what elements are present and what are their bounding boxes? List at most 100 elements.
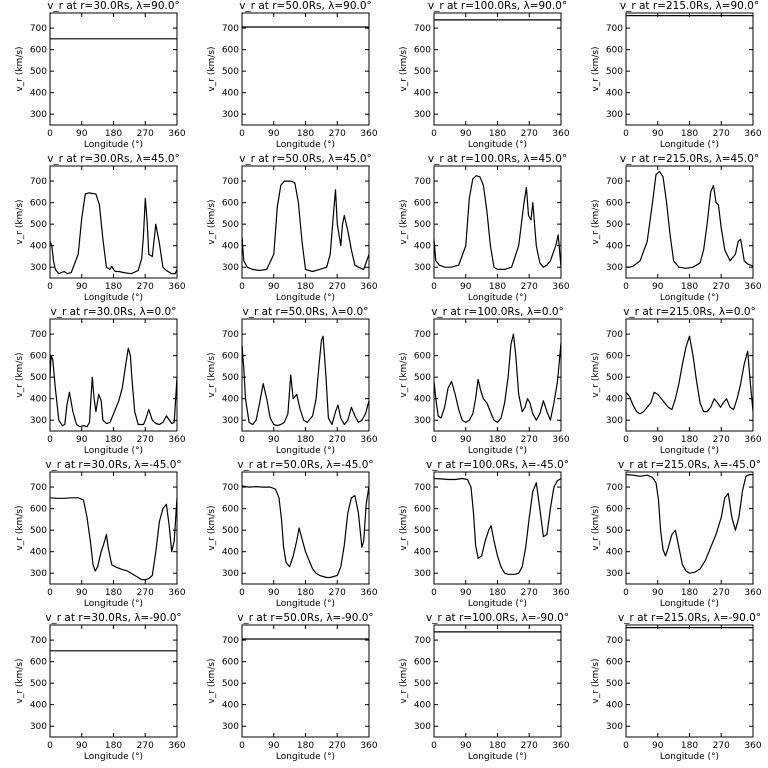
y-tick-label: 400 <box>606 548 623 558</box>
plot-frame <box>433 318 562 432</box>
x-tick-label: 360 <box>168 282 185 292</box>
x-tick-label: 360 <box>744 282 761 292</box>
plot-frame <box>241 12 370 126</box>
y-tick-label: 400 <box>222 242 239 252</box>
subplot-title: v_r at r=215.0Rs, λ=90.0° <box>620 0 759 12</box>
subplot: v_r at r=30.0Rs, λ=90.0° 300 400 500 600 700 0… <box>15 0 186 150</box>
x-tick-label: 270 <box>521 741 538 751</box>
x-axis-label: Longitude (°) <box>660 140 719 150</box>
y-tick-label: 500 <box>606 373 623 383</box>
subplot: v_r at r=50.0Rs, λ=45.0° 300 400 500 600 700 0… <box>207 153 378 303</box>
x-tick-label: 0 <box>239 129 245 139</box>
x-axis-label: Longitude (°) <box>276 446 335 456</box>
subplot-title: v_r at r=50.0Rs, λ=-90.0° <box>237 612 373 624</box>
y-tick-label: 400 <box>414 242 431 252</box>
y-tick-label: 300 <box>606 416 623 426</box>
y-tick-label: 500 <box>222 679 239 689</box>
plot-frame <box>433 165 562 279</box>
y-tick-label: 400 <box>606 89 623 99</box>
subplot: v_r at r=100.0Rs, λ=-90.0° 300 400 500 600 70… <box>399 612 570 762</box>
y-tick-label: 300 <box>30 722 47 732</box>
x-tick-label: 180 <box>681 435 698 445</box>
x-tick-label: 360 <box>552 588 569 598</box>
y-axis-label: v_r (km/s) <box>591 505 601 550</box>
y-tick-label: 600 <box>30 505 47 515</box>
y-tick-label: 700 <box>30 330 47 340</box>
x-tick-label: 90 <box>460 129 472 139</box>
plot-frame <box>625 624 754 738</box>
y-axis-label: v_r (km/s) <box>207 46 217 91</box>
plot-frame <box>241 624 370 738</box>
x-tick-label: 360 <box>552 129 569 139</box>
y-tick-label: 300 <box>30 263 47 273</box>
x-tick-label: 0 <box>47 435 53 445</box>
y-tick-label: 300 <box>222 569 239 579</box>
x-tick-label: 270 <box>713 588 730 598</box>
x-tick-label: 360 <box>168 588 185 598</box>
x-tick-label: 90 <box>460 435 472 445</box>
y-tick-label: 400 <box>30 701 47 711</box>
x-tick-label: 180 <box>297 741 314 751</box>
x-tick-label: 90 <box>652 588 664 598</box>
series-line <box>50 497 177 581</box>
y-tick-label: 700 <box>222 636 239 646</box>
x-tick-label: 90 <box>76 435 88 445</box>
y-tick-label: 300 <box>414 569 431 579</box>
x-tick-label: 180 <box>105 129 122 139</box>
y-axis-label: v_r (km/s) <box>15 505 25 550</box>
x-tick-label: 0 <box>47 741 53 751</box>
y-tick-label: 300 <box>414 263 431 273</box>
x-tick-label: 0 <box>431 588 437 598</box>
subplot-title: v_r at r=100.0Rs, λ=-90.0° <box>426 612 569 624</box>
y-tick-label: 700 <box>414 177 431 187</box>
subplot: v_r at r=30.0Rs, λ=-45.0° 300 400 500 600 700… <box>15 459 186 609</box>
y-tick-label: 500 <box>606 679 623 689</box>
y-tick-label: 700 <box>606 483 623 493</box>
y-tick-label: 600 <box>222 505 239 515</box>
y-tick-label: 400 <box>222 89 239 99</box>
y-tick-label: 400 <box>414 89 431 99</box>
x-axis-label: Longitude (°) <box>468 752 527 762</box>
x-axis-label: Longitude (°) <box>276 599 335 609</box>
x-tick-label: 270 <box>329 588 346 598</box>
y-axis-label: v_r (km/s) <box>591 46 601 91</box>
subplot: v_r at r=215.0Rs, λ=-90.0° 300 400 500 600 70… <box>591 612 762 762</box>
plot-frame <box>433 12 562 126</box>
y-tick-label: 600 <box>414 352 431 362</box>
series-line <box>434 333 561 423</box>
x-tick-label: 0 <box>623 588 629 598</box>
y-tick-label: 600 <box>30 199 47 209</box>
subplot-title: v_r at r=30.0Rs, λ=-45.0° <box>45 459 181 471</box>
x-tick-label: 90 <box>652 435 664 445</box>
plot-frame <box>625 12 754 126</box>
plot-frame <box>241 471 370 585</box>
x-tick-label: 180 <box>489 282 506 292</box>
x-axis-label: Longitude (°) <box>660 446 719 456</box>
x-axis-label: Longitude (°) <box>84 446 143 456</box>
y-tick-label: 300 <box>606 110 623 120</box>
y-axis-label: v_r (km/s) <box>207 658 217 703</box>
x-axis-label: Longitude (°) <box>468 140 527 150</box>
subplot-title: v_r at r=30.0Rs, λ=0.0° <box>51 306 177 318</box>
x-tick-label: 270 <box>521 435 538 445</box>
subplot: v_r at r=50.0Rs, λ=0.0° 300 400 500 600 700 0 9… <box>207 306 378 456</box>
x-tick-label: 180 <box>489 741 506 751</box>
y-tick-label: 600 <box>606 199 623 209</box>
subplot-title: v_r at r=50.0Rs, λ=0.0° <box>243 306 369 318</box>
x-tick-label: 360 <box>360 129 377 139</box>
y-tick-label: 300 <box>414 722 431 732</box>
subplot: v_r at r=100.0Rs, λ=0.0° 300 400 500 600 700 0… <box>399 306 570 456</box>
plot-frame <box>625 165 754 279</box>
y-axis-label: v_r (km/s) <box>399 199 409 244</box>
x-tick-label: 0 <box>431 435 437 445</box>
x-tick-label: 0 <box>47 282 53 292</box>
y-tick-label: 400 <box>606 701 623 711</box>
x-tick-label: 270 <box>713 741 730 751</box>
y-tick-label: 300 <box>222 263 239 273</box>
y-tick-label: 700 <box>414 636 431 646</box>
y-tick-label: 700 <box>222 483 239 493</box>
y-tick-label: 500 <box>30 526 47 536</box>
subplot: v_r at r=50.0Rs, λ=-45.0° 300 400 500 600 700… <box>207 459 378 609</box>
y-tick-label: 500 <box>414 373 431 383</box>
